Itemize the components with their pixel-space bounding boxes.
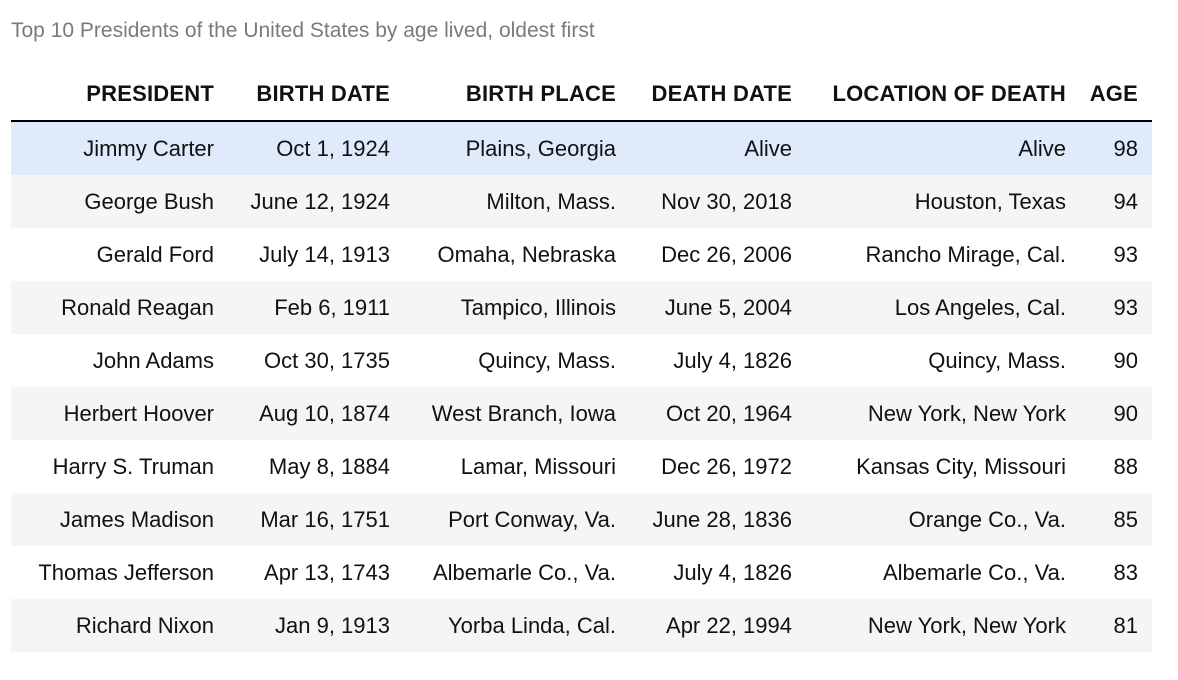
cell-birth-date: July 14, 1913 [259, 241, 390, 267]
cell-president: John Adams [92, 347, 214, 373]
column-header-death-date: DEATH DATE [627, 68, 803, 122]
cell-age: 93 [1077, 281, 1152, 334]
cell-birth-date: Jan 9, 1913 [225, 599, 401, 652]
table-caption: Top 10 Presidents of the United States b… [11, 19, 595, 42]
cell-president: Richard Nixon [11, 599, 225, 652]
cell-president: Herbert Hoover [11, 387, 225, 440]
cell-age: 90 [1077, 387, 1152, 440]
table-body: Jimmy Carter Oct 1, 1924 Plains, Georgia… [11, 121, 1152, 652]
cell-birth-place: Port Conway, Va. [401, 493, 627, 546]
cell-death-date: June 5, 2004 [627, 281, 803, 334]
cell-death-date: Apr 22, 1994 [627, 599, 803, 652]
cell-location-of-death: Albemarle Co., Va. [882, 559, 1066, 585]
cell-death-date: Oct 20, 1964 [627, 387, 803, 440]
cell-birth-date: Mar 16, 1751 [225, 493, 401, 546]
cell-location-of-death: Quincy, Mass. [928, 347, 1066, 373]
cell-location-of-death: Houston, Texas [803, 175, 1077, 228]
table-row: George Bush June 12, 1924 Milton, Mass. … [11, 175, 1152, 228]
cell-president: Jimmy Carter [11, 121, 225, 175]
cell-death-date: July 4, 1826 [673, 559, 792, 585]
cell-president: Thomas Jefferson [38, 559, 214, 585]
table-row: Richard Nixon Jan 9, 1913 Yorba Linda, C… [11, 599, 1152, 652]
cell-birth-place: Plains, Georgia [401, 121, 627, 175]
column-header-age: AGE [1077, 68, 1152, 122]
cell-age: 94 [1077, 175, 1152, 228]
cell-death-date: Alive [627, 121, 803, 175]
table-row: Herbert Hoover Aug 10, 1874 West Branch,… [11, 387, 1152, 440]
cell-birth-date: Aug 10, 1874 [225, 387, 401, 440]
cell-location-of-death: Alive [803, 121, 1077, 175]
column-header-president: PRESIDENT [11, 68, 225, 122]
cell-birth-date: Oct 30, 1735 [264, 347, 390, 373]
cell-birth-place: West Branch, Iowa [401, 387, 627, 440]
cell-death-date: July 4, 1826 [673, 347, 792, 373]
cell-location-of-death: Kansas City, Missouri [856, 453, 1066, 479]
table-row: Jimmy Carter Oct 1, 1924 Plains, Georgia… [11, 121, 1152, 175]
cell-birth-place: Albemarle Co., Va. [432, 559, 616, 585]
cell-age: 88 [1113, 453, 1138, 479]
cell-location-of-death: New York, New York [803, 387, 1077, 440]
cell-location-of-death: Los Angeles, Cal. [803, 281, 1077, 334]
cell-location-of-death: Orange Co., Va. [803, 493, 1077, 546]
cell-death-date: Dec 26, 2006 [661, 241, 792, 267]
cell-age: 98 [1077, 121, 1152, 175]
column-header-birth-date: BIRTH DATE [225, 68, 401, 122]
cell-president: Ronald Reagan [11, 281, 225, 334]
cell-birth-place: Milton, Mass. [401, 175, 627, 228]
cell-birth-place: Yorba Linda, Cal. [401, 599, 627, 652]
table-row: John Adams Oct 30, 1735 Quincy, Mass. Ju… [11, 334, 1152, 387]
cell-location-of-death: New York, New York [803, 599, 1077, 652]
cell-death-date: Nov 30, 2018 [627, 175, 803, 228]
cell-birth-date: Apr 13, 1743 [264, 559, 390, 585]
cell-birth-place: Quincy, Mass. [478, 347, 616, 373]
cell-death-date: June 28, 1836 [627, 493, 803, 546]
cell-birth-place: Omaha, Nebraska [437, 241, 616, 267]
table-row: Thomas Jefferson Apr 13, 1743 Albemarle … [11, 546, 1152, 599]
cell-birth-date: May 8, 1884 [268, 453, 390, 479]
cell-president: James Madison [11, 493, 225, 546]
table-row: Gerald Ford July 14, 1913 Omaha, Nebrask… [11, 228, 1152, 281]
column-header-location-of-death: LOCATION OF DEATH [803, 68, 1077, 122]
column-header-birth-place: BIRTH PLACE [401, 68, 627, 122]
cell-birth-date: Feb 6, 1911 [225, 281, 401, 334]
cell-age: 90 [1113, 347, 1138, 373]
table-row: Harry S. Truman May 8, 1884 Lamar, Misso… [11, 440, 1152, 493]
cell-age: 93 [1113, 241, 1138, 267]
cell-death-date: Dec 26, 1972 [661, 453, 792, 479]
cell-birth-date: June 12, 1924 [225, 175, 401, 228]
cell-president: George Bush [11, 175, 225, 228]
cell-age: 81 [1077, 599, 1152, 652]
table-row: Ronald Reagan Feb 6, 1911 Tampico, Illin… [11, 281, 1152, 334]
cell-age: 85 [1077, 493, 1152, 546]
cell-age: 83 [1113, 559, 1138, 585]
cell-location-of-death: Rancho Mirage, Cal. [865, 241, 1066, 267]
cell-birth-place: Tampico, Illinois [401, 281, 627, 334]
cell-president: Harry S. Truman [52, 453, 214, 479]
header-row: PRESIDENT BIRTH DATE BIRTH PLACE DEATH D… [11, 68, 1152, 122]
presidents-table: PRESIDENT BIRTH DATE BIRTH PLACE DEATH D… [11, 68, 1152, 652]
cell-president: Gerald Ford [96, 241, 214, 267]
cell-birth-place: Lamar, Missouri [460, 453, 616, 479]
table-row: James Madison Mar 16, 1751 Port Conway, … [11, 493, 1152, 546]
cell-birth-date: Oct 1, 1924 [225, 121, 401, 175]
